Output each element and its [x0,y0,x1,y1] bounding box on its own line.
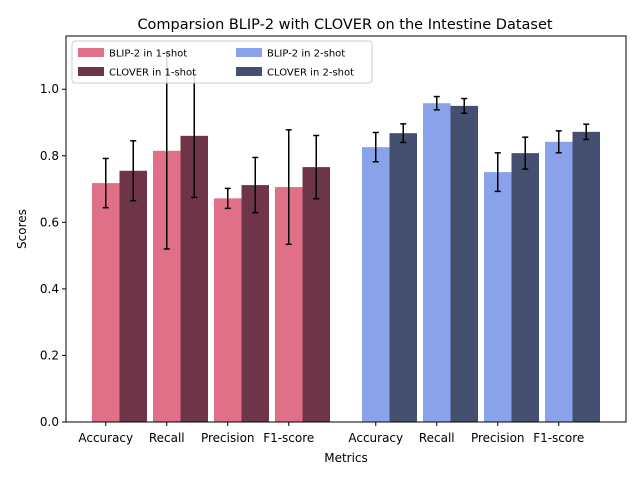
legend-swatch [236,67,262,76]
bar [241,185,269,422]
bar [450,105,478,423]
legend-box [71,40,373,84]
x-axis-title: Metrics [324,451,368,465]
bar [572,131,600,423]
bar [423,103,451,423]
chart-title: Comparsion BLIP-2 with CLOVER on the Int… [137,17,552,33]
legend-label: BLIP-2 in 2-shot [267,49,345,60]
bar [362,147,390,423]
legend-label: CLOVER in 2-shot [267,68,354,79]
x-tick-label: Precision [471,431,525,445]
y-tick-label: 0.8 [40,149,59,163]
y-tick-label: 0.6 [40,215,59,229]
bar [214,198,242,422]
plot-frame [65,35,627,423]
x-tick-label: Recall [149,431,185,445]
bar [92,183,120,422]
x-tick-label: Recall [419,431,455,445]
bar [119,170,147,422]
x-tick-label: Precision [201,431,255,445]
x-tick-label: Accuracy [78,431,133,445]
y-axis-title: Scores [15,209,29,249]
bar [545,141,573,422]
y-tick-label: 1.0 [40,82,59,96]
bar [302,167,330,422]
plot-area: 0.0 0.2 0.4 0.6 0.8 1.0 Accuracy Recall Precisio… [40,51,600,445]
legend-swatch [236,48,262,57]
y-tick-label: 0.0 [40,415,59,429]
legend-swatch [78,67,104,76]
legend-label: BLIP-2 in 1-shot [109,49,187,60]
x-tick-label: Accuracy [348,431,403,445]
legend: BLIP-2 in 1-shot CLOVER in 1-shot BLIP-2 i… [71,40,373,84]
bar [511,153,539,422]
bar [484,172,512,422]
y-tick-label: 0.2 [40,348,59,362]
legend-swatch [78,48,104,57]
bar [389,133,417,422]
x-tick-label: F1-score [263,431,314,445]
x-tick-label: F1-score [533,431,584,445]
legend-label: CLOVER in 1-shot [109,68,196,79]
y-tick-label: 0.4 [40,282,59,296]
